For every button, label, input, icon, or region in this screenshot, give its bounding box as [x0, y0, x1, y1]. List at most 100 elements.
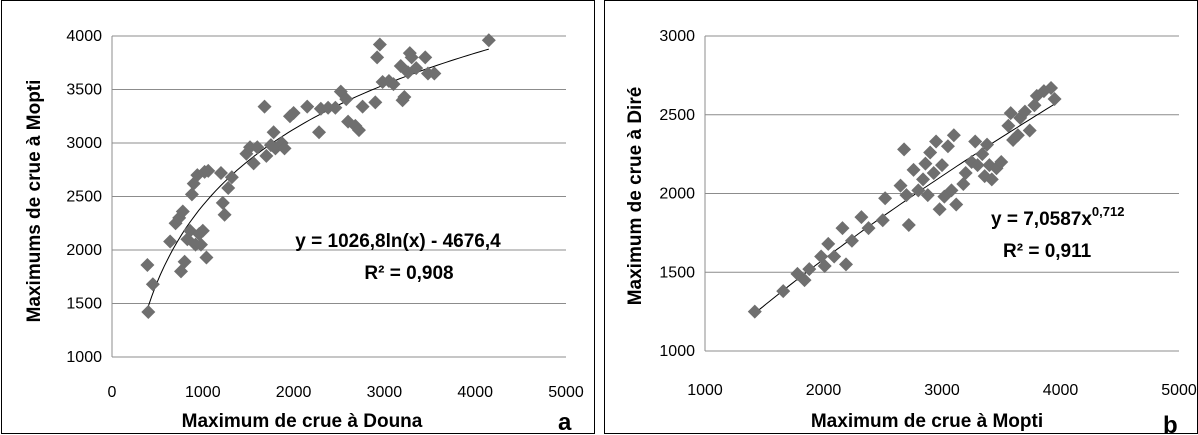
data-point [916, 172, 931, 187]
data-point [968, 134, 983, 149]
data-point [199, 250, 214, 265]
x-tick-label: 3000 [367, 384, 403, 401]
data-point [175, 204, 190, 219]
data-point [321, 100, 336, 115]
data-point [257, 99, 272, 114]
data-point [1036, 84, 1051, 99]
data-point [975, 147, 990, 162]
data-point [821, 236, 836, 251]
data-point [940, 139, 955, 154]
data-point [827, 249, 842, 264]
data-point [341, 114, 356, 129]
x-tick-label: 5000 [1161, 382, 1197, 399]
data-point [839, 257, 854, 272]
data-point [277, 141, 292, 156]
data-point [243, 140, 258, 155]
y-tick-label: 1000 [659, 343, 695, 360]
data-point [835, 221, 850, 236]
data-point [923, 145, 938, 160]
data-point [250, 140, 265, 155]
data-point [1001, 118, 1016, 133]
data-point [906, 162, 921, 177]
data-point [878, 191, 893, 206]
data-point [944, 183, 959, 198]
data-point [1027, 98, 1042, 113]
data-point [215, 195, 230, 210]
data-point [893, 178, 908, 193]
data-point [854, 210, 869, 225]
gridlines [111, 35, 566, 358]
y-axis-label: Maximums de crue à Mopti [24, 80, 45, 323]
y-tick-label: 4000 [66, 28, 102, 45]
panel-letter-a: a [558, 409, 572, 435]
data-point [312, 125, 327, 140]
data-point [1047, 92, 1062, 106]
tick-labels: 1000 1500 2000 2500 3000 3500 4000 0 1000 2000 300… [66, 28, 583, 401]
data-point [193, 237, 208, 252]
equation-prefix: y = 7,0587x [991, 209, 1092, 230]
data-point [920, 188, 935, 203]
x-tick-label: 1000 [687, 382, 723, 399]
chart-a-svg: 1000 1500 2000 2500 3000 3500 4000 0 1000 2000 300… [24, 28, 584, 435]
data-point [481, 33, 496, 48]
chart-b-svg: 1000 1500 2000 2500 3000 1000 2000 3000 4000 5000… [625, 28, 1197, 435]
data-point [213, 165, 228, 180]
data-point [418, 50, 433, 65]
data-point [427, 66, 442, 81]
chart-panel-b: 1000 1500 2000 2500 3000 1000 2000 3000 4000 5000… [604, 0, 1198, 435]
data-point [259, 148, 274, 163]
data-point [977, 169, 992, 184]
data-point [926, 166, 941, 181]
data-point [861, 221, 876, 236]
y-tick-label: 1500 [66, 296, 102, 313]
tick-labels: 1000 1500 2000 2500 3000 1000 2000 3000 4000 5000 [659, 28, 1196, 399]
data-point [918, 156, 933, 171]
data-point [956, 177, 971, 192]
trendline-group [146, 48, 489, 310]
data-point [984, 172, 999, 187]
trendline [146, 48, 489, 310]
y-tick-label: 1500 [659, 264, 695, 281]
data-point [970, 158, 985, 173]
data-point [958, 166, 973, 181]
y-tick-label: 2000 [66, 242, 102, 259]
data-point [844, 233, 859, 248]
data-point [802, 262, 817, 277]
data-point [224, 170, 239, 185]
data-point [370, 50, 385, 65]
data-point [901, 218, 916, 232]
y-tick-label: 2500 [66, 189, 102, 206]
data-point [1044, 80, 1059, 95]
data-point [897, 142, 912, 157]
data-point [351, 123, 366, 138]
data-point [184, 187, 199, 202]
data-point [372, 37, 387, 52]
y-tick-label: 3500 [66, 82, 102, 99]
data-point [1022, 123, 1037, 138]
y-tick-label: 2000 [659, 186, 695, 203]
gridlines [704, 35, 1179, 352]
data-point [397, 89, 412, 104]
data-point [1010, 128, 1025, 143]
trendline-equation: y = 7,0587x0,712 [991, 204, 1124, 230]
y-tick-label: 2500 [659, 107, 695, 124]
x-tick-label: 2000 [276, 384, 312, 401]
data-point [776, 284, 791, 299]
data-point [1029, 88, 1044, 103]
x-tick-label: 1000 [185, 384, 221, 401]
data-point [221, 180, 236, 195]
x-tick-label: 5000 [548, 384, 584, 401]
data-point [911, 183, 926, 198]
y-axis-label: Maximum de crue à Diré [625, 87, 646, 306]
data-point [201, 163, 216, 178]
y-tick-label: 1000 [66, 349, 102, 366]
data-point [747, 304, 762, 319]
data-point [348, 118, 363, 133]
data-point [932, 202, 947, 217]
data-point [328, 100, 343, 115]
panel-letter-b: b [1163, 412, 1178, 435]
data-points [140, 33, 496, 320]
data-point [935, 158, 949, 173]
data-point [875, 213, 890, 228]
equation-exponent: 0,712 [1092, 204, 1125, 219]
